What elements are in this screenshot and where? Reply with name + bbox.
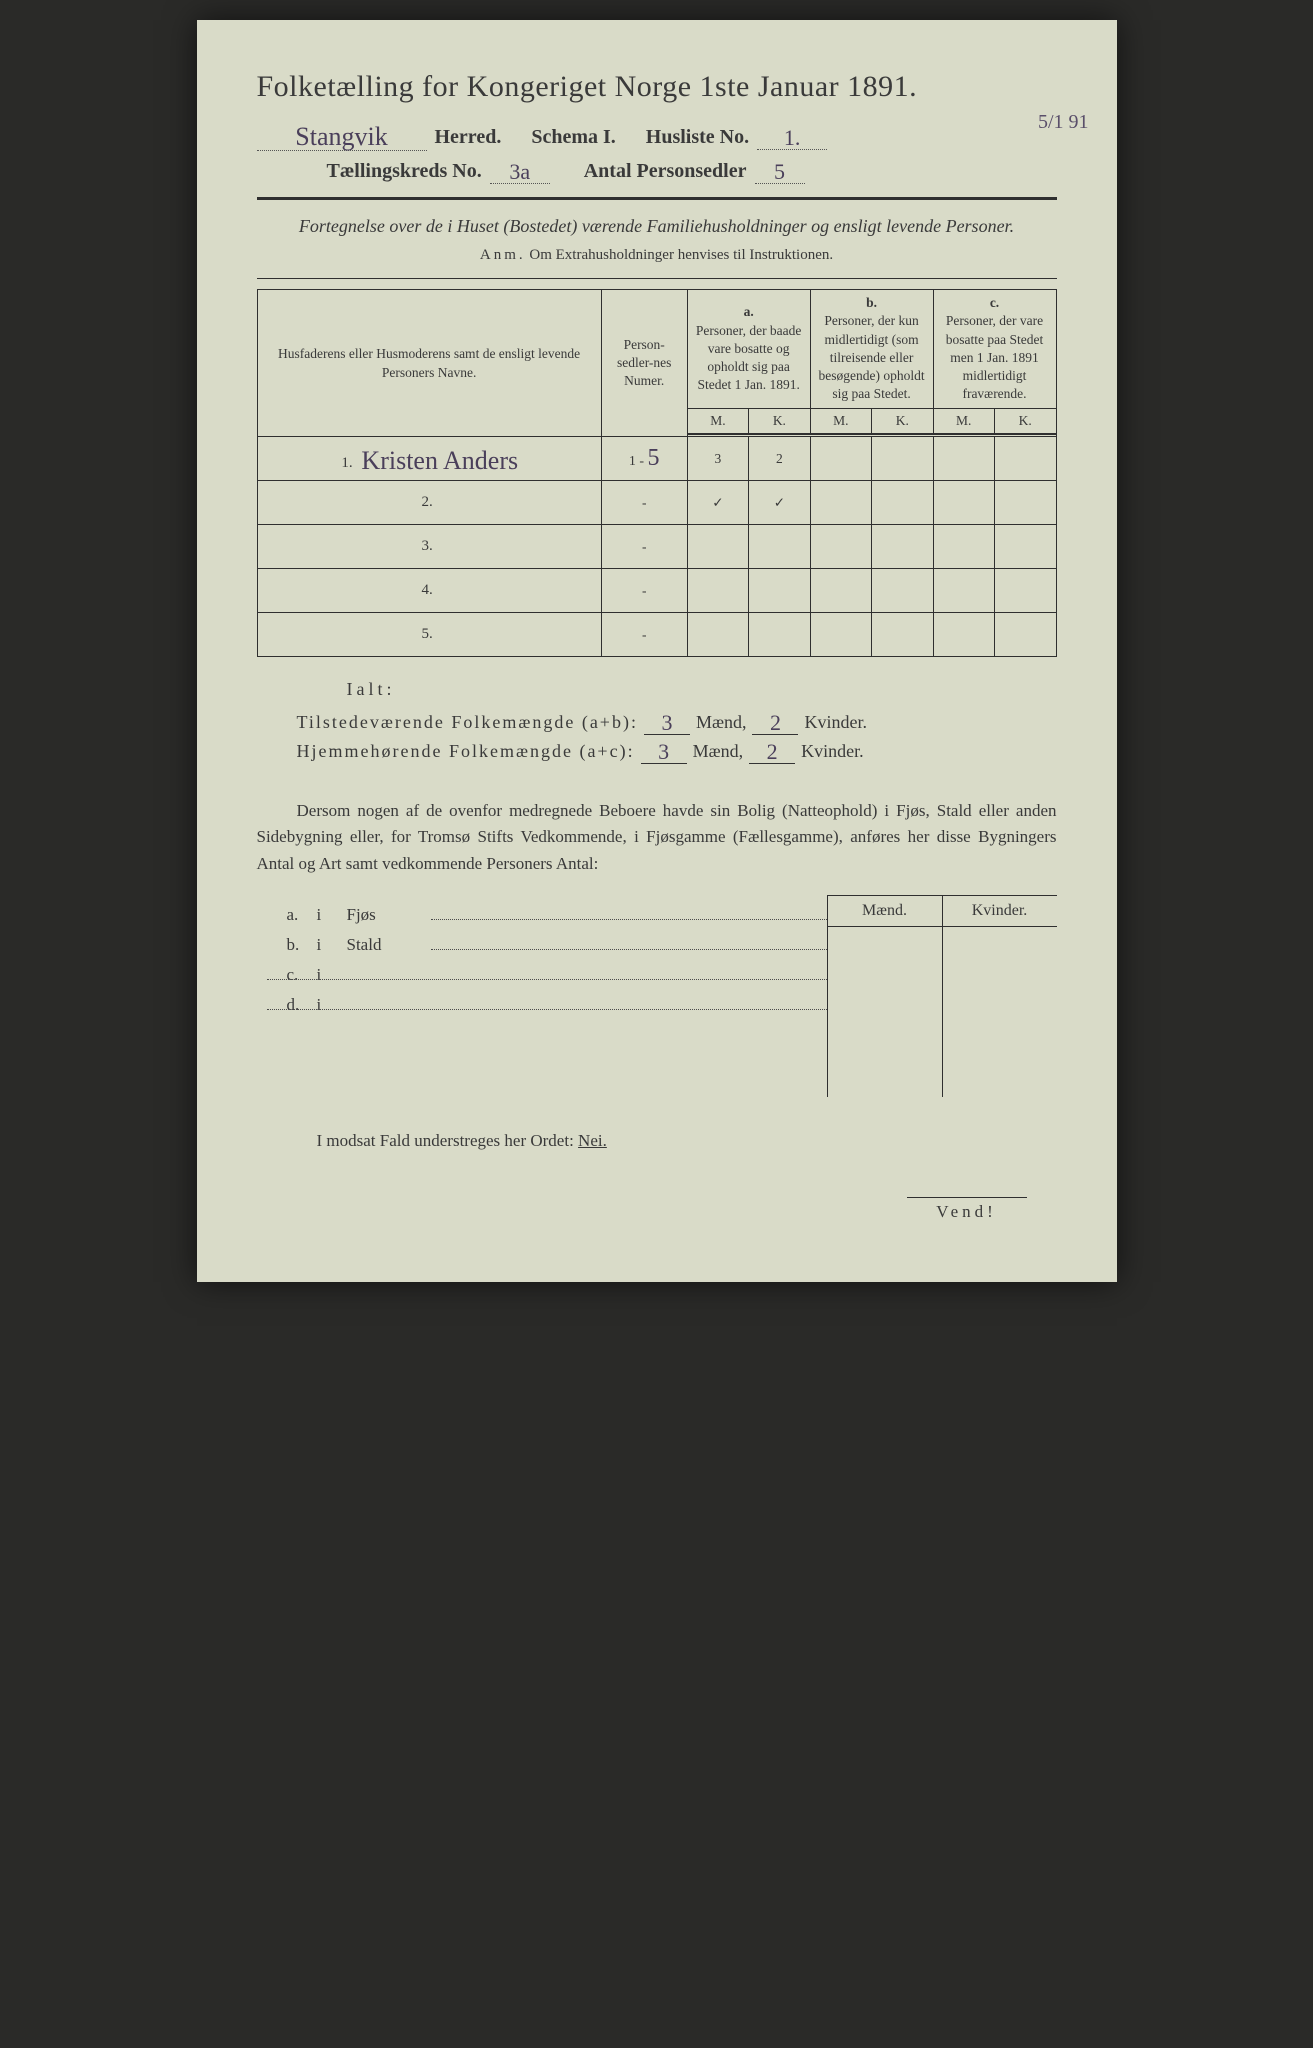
anm-lead: Anm. bbox=[480, 247, 526, 263]
anm-text: Om Extrahusholdninger henvises til Instr… bbox=[529, 247, 833, 263]
vend-text: Vend! bbox=[907, 1197, 1027, 1222]
nei-line: I modsat Fald understreges her Ordet: Ne… bbox=[257, 1131, 1057, 1151]
row-name: Kristen Anders bbox=[361, 446, 518, 475]
table-row: 1. Kristen Anders 1 - 1 - 55 3 2 bbox=[257, 437, 1056, 481]
kreds-label: Tællingskreds No. bbox=[327, 160, 482, 183]
tot1-m: 3 bbox=[644, 712, 690, 735]
rule-2 bbox=[257, 278, 1057, 279]
totals-block: Ialt: Tilstedeværende Folkemængde (a+b):… bbox=[257, 679, 1057, 762]
table-row: 3. - bbox=[257, 525, 1056, 569]
kreds-value: 3a bbox=[490, 161, 550, 184]
header-row-1: Stangvik Herred. Schema I. Husliste No. … bbox=[257, 122, 1057, 149]
census-form-page: Folketælling for Kongeriget Norge 1ste J… bbox=[197, 20, 1117, 1282]
lower-row-b: b. i Stald bbox=[257, 935, 827, 955]
th-group-a: a. Personer, der baade vare bosatte og o… bbox=[687, 290, 810, 408]
lower-left: a. i Fjøs b. i Stald c. i d. i bbox=[257, 895, 827, 1097]
lower-right: Mænd. Kvinder. bbox=[827, 895, 1057, 1097]
cell-b-k bbox=[872, 437, 933, 481]
table-row: 2. - ✓ ✓ bbox=[257, 481, 1056, 525]
th-group-c: c. Personer, der vare bosatte paa Stedet… bbox=[933, 290, 1056, 408]
rule-1 bbox=[257, 197, 1057, 200]
th-c-m: M. bbox=[933, 408, 994, 434]
totals-line-2: Hjemmehørende Folkemængde (a+c): 3 Mænd,… bbox=[297, 739, 1057, 762]
th-group-b: b. Personer, der kun midlertidigt (som t… bbox=[810, 290, 933, 408]
cell-b-m bbox=[810, 437, 871, 481]
th-b-k: K. bbox=[872, 408, 933, 434]
cell-a-k: 2 bbox=[749, 437, 810, 481]
lower-row-c: c. i bbox=[257, 965, 827, 985]
cell-a-m: 3 bbox=[687, 437, 748, 481]
col-kvinder bbox=[943, 927, 1057, 1097]
tot1-k: 2 bbox=[752, 712, 798, 735]
ialt-label: Ialt: bbox=[347, 679, 1057, 700]
tot2-k: 2 bbox=[749, 741, 795, 764]
th-name: Husfaderens eller Husmoderens samt de en… bbox=[257, 290, 601, 437]
th-a-k: K. bbox=[749, 408, 810, 434]
page-title: Folketælling for Kongeriget Norge 1ste J… bbox=[257, 70, 1057, 104]
table-row: 4. - bbox=[257, 569, 1056, 613]
th-c-k: K. bbox=[994, 408, 1056, 434]
lower-block: a. i Fjøs b. i Stald c. i d. i bbox=[257, 895, 1057, 1097]
personsedler-label: Antal Personsedler bbox=[584, 160, 747, 183]
nei-word: Nei. bbox=[578, 1131, 607, 1150]
tot2-m: 3 bbox=[641, 741, 687, 764]
herred-value: Stangvik bbox=[257, 124, 427, 151]
hdr-maend: Mænd. bbox=[828, 896, 943, 926]
subtitle: Fortegnelse over de i Huset (Bostedet) v… bbox=[257, 214, 1057, 239]
totals-line-1: Tilstedeværende Folkemængde (a+b): 3 Mæn… bbox=[297, 710, 1057, 733]
table-row: 5. - bbox=[257, 613, 1056, 657]
th-b-m: M. bbox=[810, 408, 871, 434]
header-row-2: Tællingskreds No. 3a Antal Personsedler … bbox=[327, 159, 1057, 183]
personsedler-value: 5 bbox=[755, 161, 805, 184]
lower-row-a: a. i Fjøs bbox=[257, 905, 827, 925]
margin-date-note: 5/1 91 bbox=[1038, 112, 1089, 132]
paragraph: Dersom nogen af de ovenfor medregnede Be… bbox=[257, 798, 1057, 877]
lower-row-d: d. i bbox=[257, 995, 827, 1015]
census-table: Husfaderens eller Husmoderens samt de en… bbox=[257, 289, 1057, 657]
col-maend bbox=[828, 927, 943, 1097]
cell-c-k bbox=[994, 437, 1056, 481]
th-a-m: M. bbox=[687, 408, 748, 434]
row-num: 1 - 1 - 55 bbox=[601, 437, 687, 481]
th-num: Person-sedler-nes Numer. bbox=[601, 290, 687, 437]
schema-label: Schema I. bbox=[531, 126, 615, 149]
husliste-value: 1. bbox=[757, 127, 827, 150]
hdr-kvinder: Kvinder. bbox=[943, 896, 1057, 926]
vend-block: Vend! bbox=[257, 1197, 1057, 1222]
anm-line: Anm. Om Extrahusholdninger henvises til … bbox=[257, 247, 1057, 264]
census-tbody: 1. Kristen Anders 1 - 1 - 55 3 2 2. - ✓ … bbox=[257, 437, 1056, 657]
husliste-label: Husliste No. bbox=[646, 126, 749, 149]
cell-c-m bbox=[933, 437, 994, 481]
herred-label: Herred. bbox=[435, 126, 502, 149]
